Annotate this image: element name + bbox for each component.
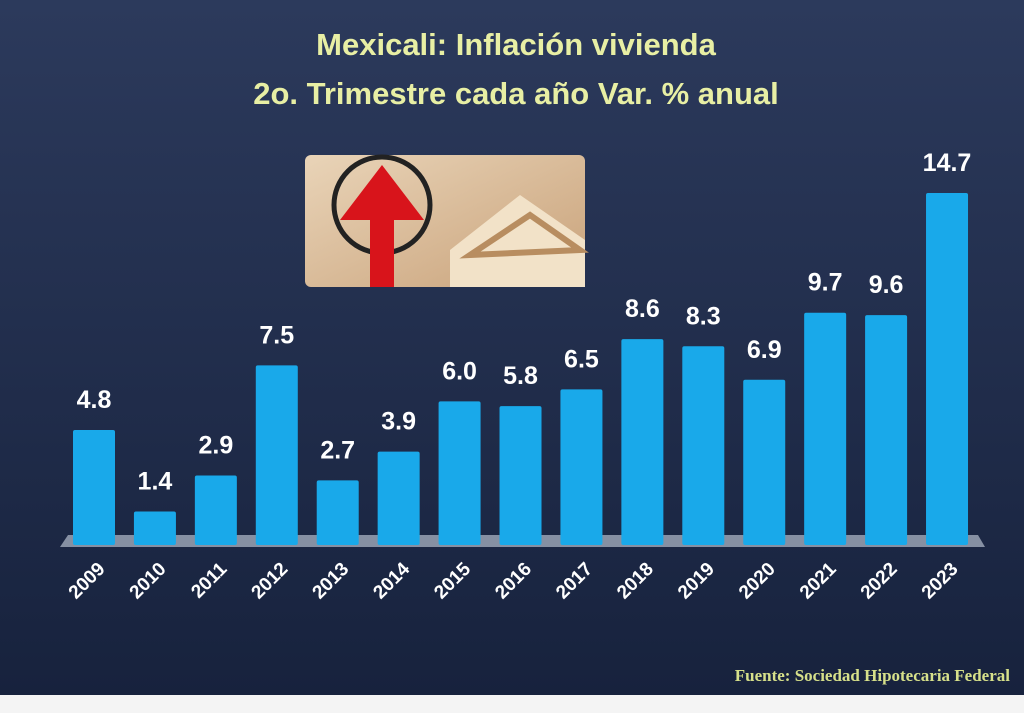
data-label: 5.8 — [503, 362, 538, 390]
bar — [560, 389, 603, 545]
bar — [194, 475, 237, 545]
bar — [865, 315, 908, 545]
data-label: 1.4 — [138, 467, 173, 495]
data-label: 8.3 — [686, 302, 721, 330]
bottom-strip — [0, 695, 1024, 713]
data-label: 9.7 — [808, 269, 843, 297]
data-label: 9.6 — [869, 271, 904, 299]
data-label: 2.9 — [198, 432, 233, 460]
illustration — [305, 154, 589, 287]
data-label: 4.8 — [77, 386, 112, 414]
bar — [926, 193, 969, 545]
bar — [804, 312, 847, 545]
bar — [682, 346, 725, 545]
bar — [743, 379, 786, 545]
data-label: 6.9 — [747, 336, 782, 364]
data-label: 6.0 — [442, 357, 477, 385]
bar — [316, 480, 359, 545]
source: Fuente: Sociedad Hipotecaria Federal — [735, 666, 1011, 685]
bar — [73, 430, 115, 545]
bar — [438, 401, 481, 545]
data-label: 7.5 — [259, 321, 294, 349]
data-label: 3.9 — [381, 408, 416, 436]
bar — [377, 451, 420, 545]
data-label: 8.6 — [625, 295, 660, 323]
chart-title: Mexicali: Inflación vivienda — [316, 27, 716, 62]
data-label: 6.5 — [564, 345, 599, 373]
bar — [621, 339, 664, 545]
bar — [255, 365, 298, 545]
background — [0, 0, 1024, 695]
data-label: 14.7 — [923, 149, 972, 177]
bar — [133, 511, 176, 545]
chart-subtitle: 2o. Trimestre cada año Var. % anual — [253, 76, 779, 111]
bar — [499, 406, 542, 545]
data-label: 2.7 — [320, 436, 355, 464]
